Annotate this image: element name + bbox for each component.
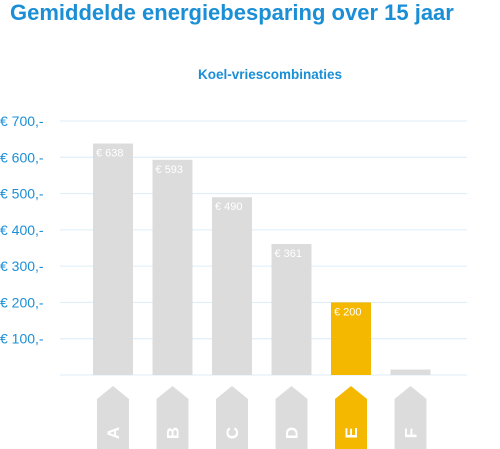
y-tick-label: € 400,-: [0, 222, 44, 238]
data-label: € 361: [275, 248, 303, 260]
y-tick-label: € 100,-: [0, 331, 44, 347]
chart-subtitle: Koel-vriescombinaties: [197, 67, 343, 82]
y-tick-label: € 200,-: [0, 294, 44, 310]
chart-title: Gemiddelde energiebesparing over 15 jaar: [10, 0, 454, 25]
energy-tag-f: [394, 386, 427, 449]
data-label: € 490: [215, 201, 243, 213]
y-tick-label: € 600,-: [0, 149, 44, 165]
category-label: F: [402, 428, 421, 438]
energy-tag-a: [97, 386, 129, 449]
data-label: € 638: [96, 147, 124, 159]
bar-b: [152, 159, 193, 375]
energy-tag-b: [156, 386, 189, 449]
y-tick-label: € 500,-: [0, 186, 44, 202]
y-tick-label: € 700,-: [0, 113, 44, 129]
category-label: A: [104, 427, 123, 439]
y-tick-label: € 300,-: [0, 258, 44, 274]
energy-tag-d: [275, 386, 308, 449]
data-label: € 593: [156, 164, 184, 176]
category-label: E: [342, 427, 361, 438]
bar-c: [212, 197, 252, 375]
bar-e: [331, 302, 371, 375]
category-label: C: [223, 427, 242, 439]
bar-d: [271, 244, 312, 375]
energy-tag-e: [335, 386, 367, 449]
bar-a: [93, 143, 133, 375]
energy-tag-c: [216, 386, 248, 449]
category-label: D: [283, 427, 302, 439]
data-label: € 200: [334, 306, 362, 318]
category-label: B: [164, 427, 183, 439]
bar-f: [390, 369, 431, 375]
